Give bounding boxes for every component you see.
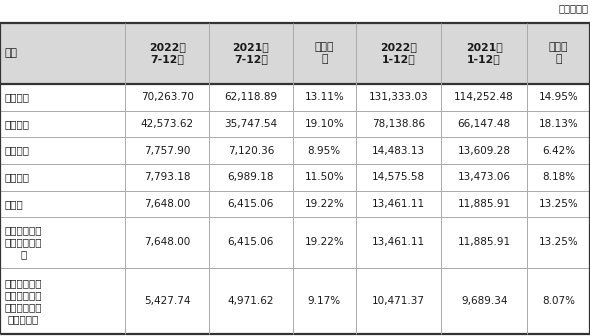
Text: 6.42%: 6.42% [542, 145, 575, 156]
Text: 6,415.06: 6,415.06 [228, 199, 274, 209]
Text: 8.18%: 8.18% [542, 172, 575, 182]
Bar [441, 23, 527, 84]
Text: 13,609.28: 13,609.28 [458, 145, 511, 156]
Text: 8.07%: 8.07% [542, 296, 575, 306]
Text: 7,120.36: 7,120.36 [228, 145, 274, 156]
Text: 9,689.34: 9,689.34 [461, 296, 507, 306]
Text: 7,757.90: 7,757.90 [144, 145, 191, 156]
Text: 11,885.91: 11,885.91 [458, 238, 511, 248]
Bar [209, 23, 293, 84]
Text: 7,648.00: 7,648.00 [144, 238, 191, 248]
Text: 8.95%: 8.95% [308, 145, 341, 156]
Text: 2022年
7-12月: 2022年 7-12月 [149, 42, 186, 65]
Text: 114,252.48: 114,252.48 [454, 92, 514, 102]
Text: 66,147.48: 66,147.48 [458, 119, 511, 129]
Bar [293, 23, 356, 84]
Text: 营业收入: 营业收入 [5, 92, 30, 102]
Text: 10,471.37: 10,471.37 [372, 296, 425, 306]
Text: 归属于母公司
所有者的净利
润: 归属于母公司 所有者的净利 润 [5, 225, 42, 259]
Text: 7,648.00: 7,648.00 [144, 199, 191, 209]
Text: 13.11%: 13.11% [304, 92, 344, 102]
Text: 42,573.62: 42,573.62 [141, 119, 194, 129]
Bar [0, 23, 126, 84]
Bar [356, 23, 441, 84]
Bar [527, 23, 590, 84]
Text: 14,575.58: 14,575.58 [372, 172, 425, 182]
Text: 62,118.89: 62,118.89 [224, 92, 277, 102]
Text: 35,747.54: 35,747.54 [224, 119, 277, 129]
Text: 13,461.11: 13,461.11 [372, 238, 425, 248]
Text: 扣除非经常性
损益后的归属
于母公司所有
者的净利润: 扣除非经常性 损益后的归属 于母公司所有 者的净利润 [5, 278, 42, 324]
Text: 9.17%: 9.17% [308, 296, 341, 306]
Text: 营业成本: 营业成本 [5, 119, 30, 129]
Text: 19.22%: 19.22% [304, 199, 344, 209]
Text: 14,483.13: 14,483.13 [372, 145, 425, 156]
Text: 同比变
动: 同比变 动 [549, 42, 568, 65]
Text: 2021年
7-12月: 2021年 7-12月 [232, 42, 269, 65]
Text: 13.25%: 13.25% [539, 199, 578, 209]
Text: 11,885.91: 11,885.91 [458, 199, 511, 209]
Text: 单位：万元: 单位：万元 [559, 3, 589, 13]
Text: 14.95%: 14.95% [539, 92, 578, 102]
Text: 70,263.70: 70,263.70 [141, 92, 194, 102]
Text: 7,793.18: 7,793.18 [144, 172, 191, 182]
Text: 6,989.18: 6,989.18 [228, 172, 274, 182]
Text: 131,333.03: 131,333.03 [369, 92, 428, 102]
Text: 净利润: 净利润 [5, 199, 24, 209]
Bar [126, 23, 209, 84]
Text: 4,971.62: 4,971.62 [228, 296, 274, 306]
Text: 2021年
1-12月: 2021年 1-12月 [466, 42, 503, 65]
Text: 同比变
动: 同比变 动 [314, 42, 334, 65]
Text: 13,473.06: 13,473.06 [458, 172, 511, 182]
Text: 项目: 项目 [5, 48, 18, 58]
Text: 2022年
1-12月: 2022年 1-12月 [380, 42, 417, 65]
Text: 18.13%: 18.13% [539, 119, 578, 129]
Text: 19.22%: 19.22% [304, 238, 344, 248]
Text: 19.10%: 19.10% [304, 119, 344, 129]
Text: 78,138.86: 78,138.86 [372, 119, 425, 129]
Text: 利润总额: 利润总额 [5, 172, 30, 182]
Text: 6,415.06: 6,415.06 [228, 238, 274, 248]
Text: 营业利润: 营业利润 [5, 145, 30, 156]
Text: 5,427.74: 5,427.74 [144, 296, 191, 306]
Text: 13.25%: 13.25% [539, 238, 578, 248]
Text: 13,461.11: 13,461.11 [372, 199, 425, 209]
Text: 11.50%: 11.50% [304, 172, 344, 182]
